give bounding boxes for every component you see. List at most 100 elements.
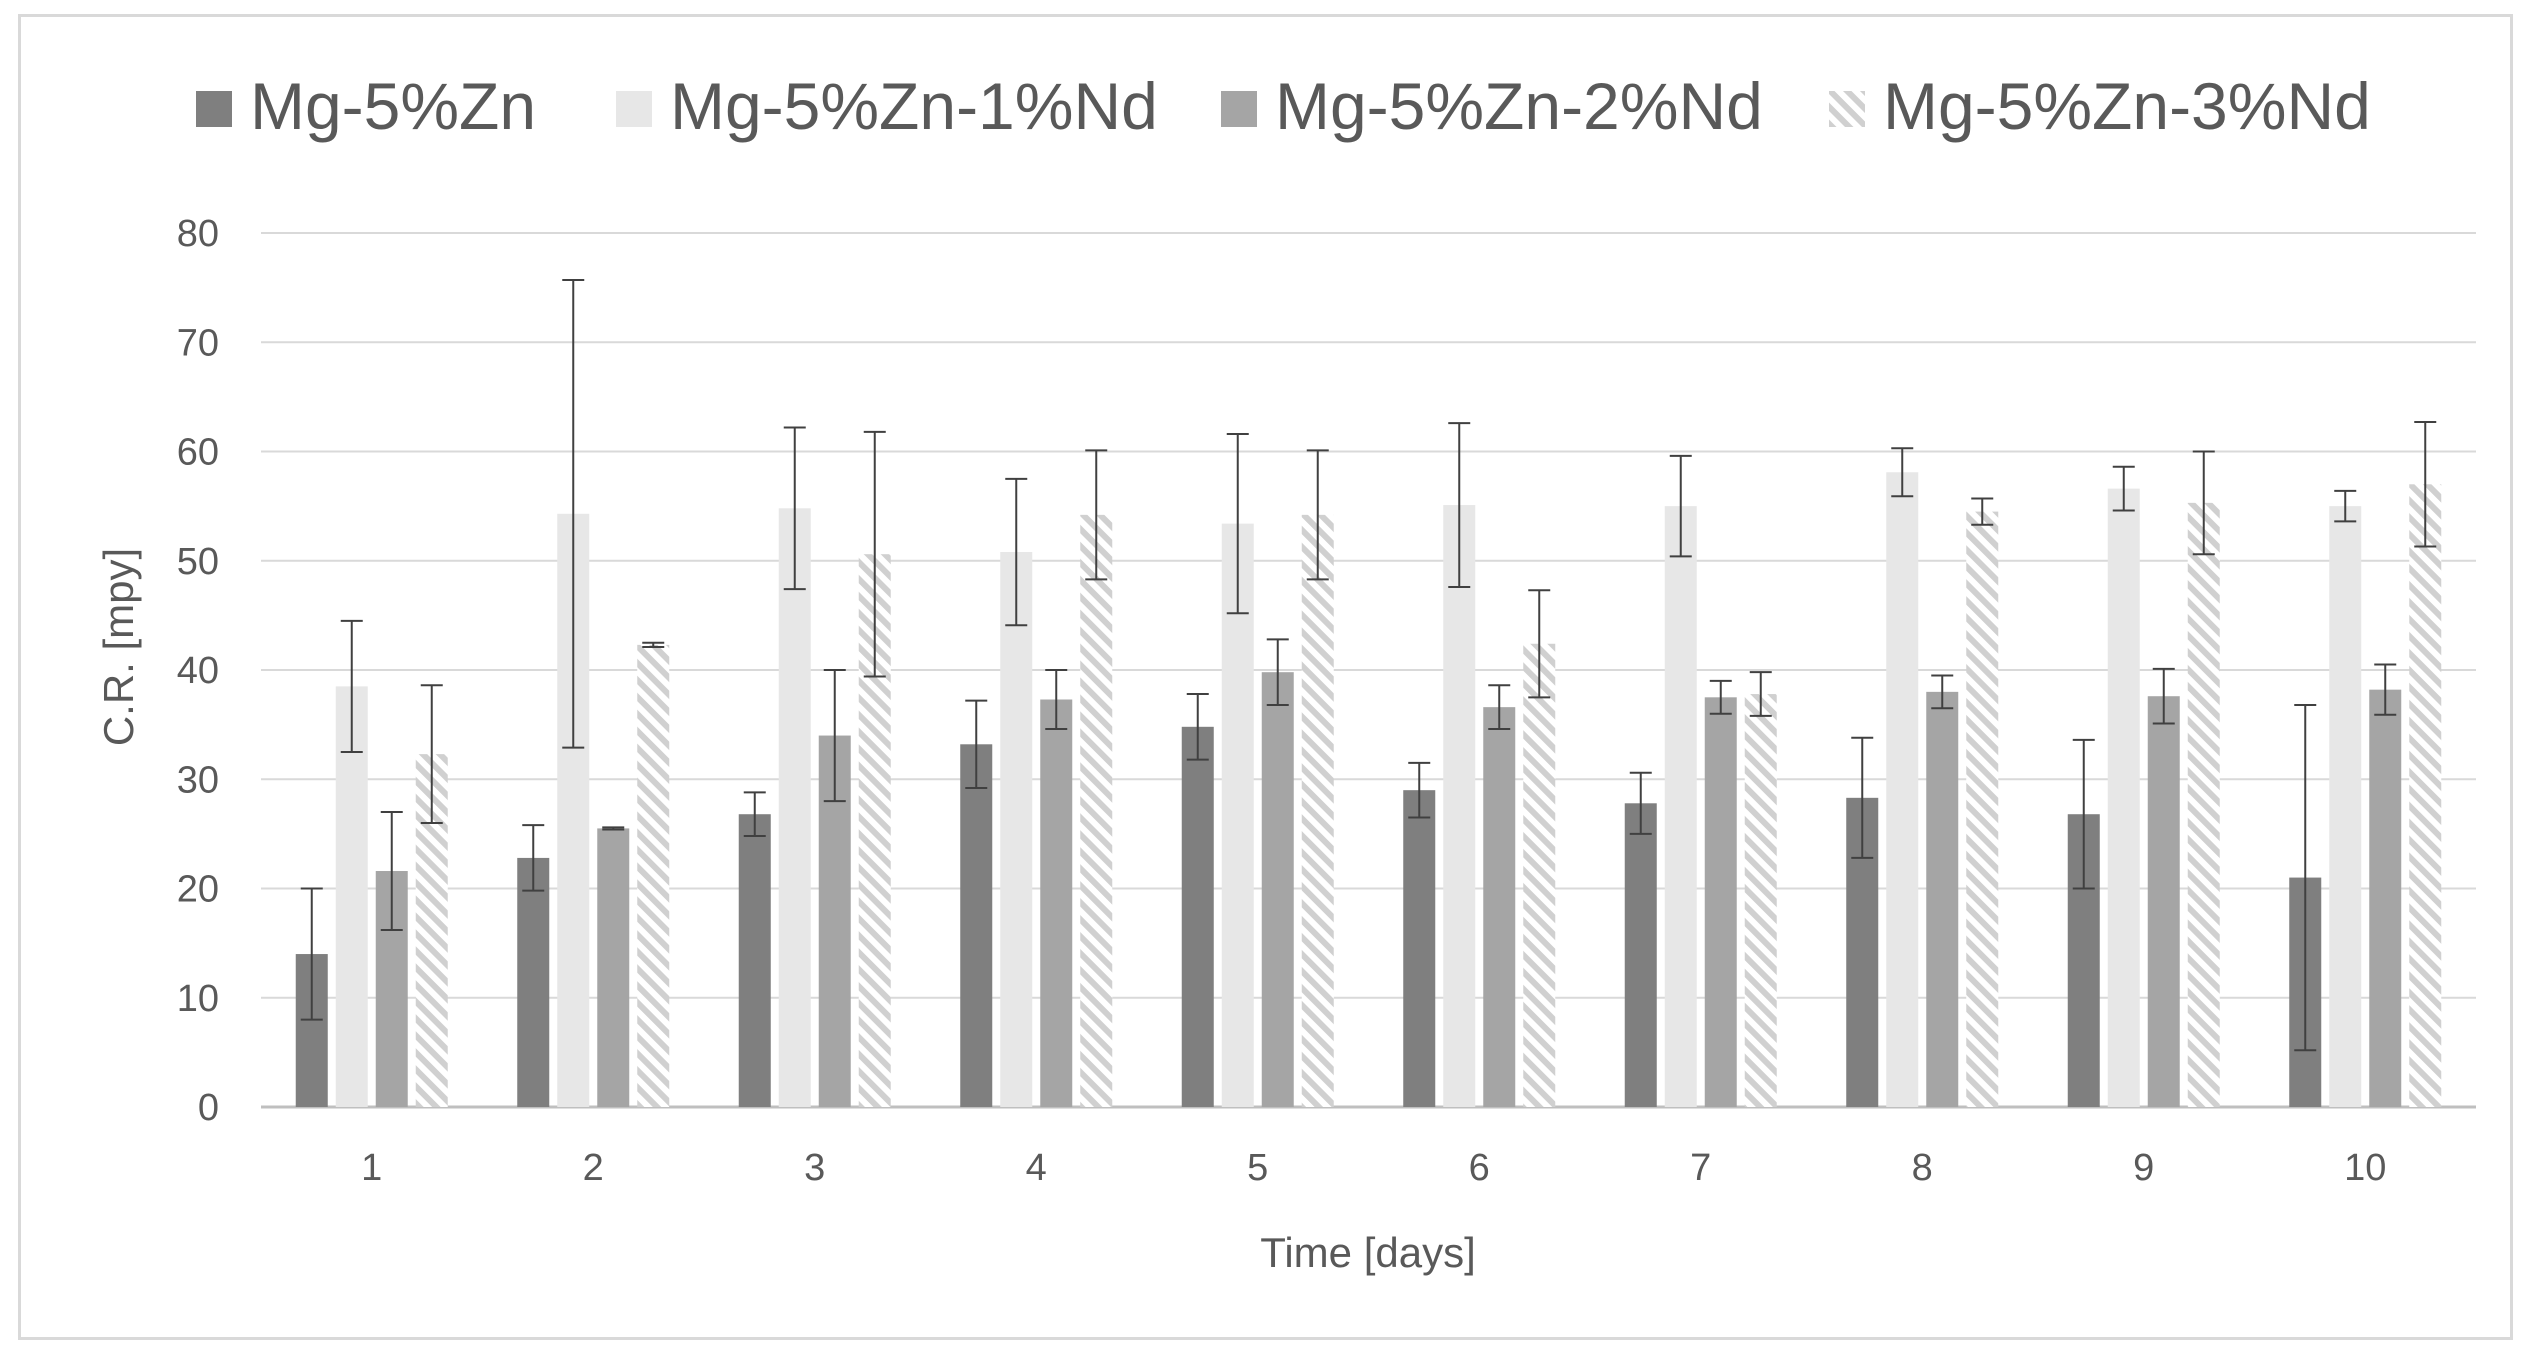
bar-Mg-5%Zn-day-2	[517, 857, 550, 1107]
error-bar-Mg-5%Zn-day-7	[1629, 771, 1652, 835]
bar-Mg-5%Zn-2%Nd-day-7	[1704, 697, 1737, 1107]
y-tick-label-70: 70	[177, 322, 219, 364]
x-axis-ticks: 1 2 3 4 5 6 7 8 9 10	[361, 1147, 2386, 1189]
bar-Mg-5%Zn-1%Nd-day-10	[2329, 506, 2362, 1107]
bar-Mg-5%Zn-2%Nd-day-5	[1261, 672, 1294, 1107]
x-tick-label-1: 1	[361, 1147, 382, 1189]
error-bar-Mg-5%Zn-1%Nd-day-7	[1669, 454, 1692, 558]
bar-Mg-5%Zn-1%Nd-day-6	[1443, 505, 1476, 1108]
error-bar-Mg-5%Zn-1%Nd-day-5	[1226, 433, 1249, 615]
legend-swatch-Mg-5%Zn-3%Nd	[1829, 91, 1865, 127]
x-tick-label-9: 9	[2133, 1147, 2154, 1189]
bar-Mg-5%Zn-day-5	[1181, 726, 1214, 1107]
bar-Mg-5%Zn-day-4	[960, 744, 993, 1107]
bar-Mg-5%Zn-2%Nd-day-4	[1040, 699, 1073, 1107]
legend-swatch-Mg-5%Zn-2%Nd	[1221, 91, 1257, 127]
bar-Mg-5%Zn-1%Nd-day-8	[1886, 472, 1919, 1107]
legend-label-Mg-5%Zn: Mg-5%Zn	[250, 69, 536, 143]
bar-Mg-5%Zn-2%Nd-day-2	[597, 828, 630, 1107]
bar-Mg-5%Zn-3%Nd-day-5	[1301, 514, 1334, 1107]
error-bar-Mg-5%Zn-3%Nd-day-1	[420, 684, 443, 824]
error-bar-Mg-5%Zn-1%Nd-day-10	[2334, 489, 2357, 523]
error-bar-Mg-5%Zn-1%Nd-day-4	[1005, 477, 1028, 627]
error-bar-Mg-5%Zn-3%Nd-day-7	[1749, 671, 1772, 717]
bar-Mg-5%Zn-2%Nd-day-8	[1926, 691, 1959, 1107]
error-bar-Mg-5%Zn-3%Nd-day-3	[863, 430, 886, 678]
bar-Mg-5%Zn-day-7	[1624, 803, 1657, 1107]
error-bar-Mg-5%Zn-day-10	[2294, 703, 2317, 1052]
error-bar-Mg-5%Zn-2%Nd-day-2	[602, 826, 625, 831]
error-bar-Mg-5%Zn-2%Nd-day-4	[1045, 669, 1068, 730]
error-bar-Mg-5%Zn-2%Nd-day-10	[2374, 663, 2397, 716]
x-axis-title: Time [days]	[1260, 1229, 1476, 1276]
error-bar-Mg-5%Zn-day-3	[743, 791, 766, 838]
error-bar-Mg-5%Zn-3%Nd-day-4	[1085, 449, 1108, 581]
x-tick-label-2: 2	[583, 1147, 604, 1189]
error-bars	[300, 278, 2437, 1052]
error-bar-Mg-5%Zn-day-1	[300, 887, 323, 1021]
error-bar-Mg-5%Zn-2%Nd-day-1	[380, 811, 403, 932]
bar-Mg-5%Zn-1%Nd-day-1	[335, 686, 368, 1107]
bar-Mg-5%Zn-3%Nd-day-7	[1744, 694, 1777, 1107]
bar-Mg-5%Zn-1%Nd-day-9	[2107, 488, 2140, 1107]
x-tick-label-3: 3	[804, 1147, 825, 1189]
corrosion-rate-chart: Mg-5%Zn Mg-5%Zn-1%Nd Mg-5%Zn-2%Nd Mg-5%Zn-3…	[95, 69, 2476, 1276]
error-bar-Mg-5%Zn-1%Nd-day-6	[1448, 422, 1471, 588]
error-bar-Mg-5%Zn-1%Nd-day-8	[1891, 447, 1914, 498]
error-bar-Mg-5%Zn-2%Nd-day-6	[1488, 684, 1511, 730]
error-bar-Mg-5%Zn-day-5	[1186, 693, 1209, 761]
error-bar-Mg-5%Zn-2%Nd-day-5	[1266, 638, 1289, 706]
y-tick-label-40: 40	[177, 650, 219, 692]
y-tick-label-80: 80	[177, 213, 219, 255]
legend-label-Mg-5%Zn-2%Nd: Mg-5%Zn-2%Nd	[1275, 69, 1763, 143]
error-bar-Mg-5%Zn-3%Nd-day-8	[1971, 497, 1994, 526]
error-bar-Mg-5%Zn-3%Nd-day-5	[1306, 449, 1329, 581]
y-tick-label-10: 10	[177, 978, 219, 1020]
gridlines	[261, 232, 2476, 1109]
x-tick-label-10: 10	[2344, 1147, 2386, 1189]
legend-swatch-Mg-5%Zn	[196, 91, 232, 127]
y-tick-label-50: 50	[177, 541, 219, 583]
y-tick-label-20: 20	[177, 869, 219, 911]
bar-Mg-5%Zn-1%Nd-day-5	[1221, 523, 1254, 1107]
x-tick-label-6: 6	[1469, 1147, 1490, 1189]
y-tick-label-0: 0	[198, 1087, 219, 1129]
error-bar-Mg-5%Zn-day-9	[2072, 738, 2095, 890]
legend-item-Mg-5%Zn-3%Nd: Mg-5%Zn-3%Nd	[1829, 69, 2371, 143]
error-bar-Mg-5%Zn-1%Nd-day-3	[783, 426, 806, 591]
error-bar-Mg-5%Zn-1%Nd-day-1	[340, 619, 363, 753]
bar-Mg-5%Zn-1%Nd-day-4	[1000, 552, 1033, 1107]
y-tick-label-30: 30	[177, 759, 219, 801]
legend-label-Mg-5%Zn-1%Nd: Mg-5%Zn-1%Nd	[670, 69, 1158, 143]
error-bar-Mg-5%Zn-2%Nd-day-8	[1931, 674, 1954, 710]
error-bar-Mg-5%Zn-1%Nd-day-2	[562, 278, 585, 749]
x-tick-label-5: 5	[1247, 1147, 1268, 1189]
bar-Mg-5%Zn-2%Nd-day-9	[2147, 696, 2180, 1107]
error-bar-Mg-5%Zn-day-8	[1851, 736, 1874, 859]
legend: Mg-5%Zn Mg-5%Zn-1%Nd Mg-5%Zn-2%Nd Mg-5%Zn-3…	[196, 69, 2371, 143]
x-tick-label-7: 7	[1690, 1147, 1711, 1189]
error-bar-Mg-5%Zn-day-2	[522, 824, 545, 892]
error-bar-Mg-5%Zn-3%Nd-day-6	[1528, 589, 1551, 699]
error-bar-Mg-5%Zn-3%Nd-day-9	[2192, 450, 2215, 556]
error-bar-Mg-5%Zn-3%Nd-day-10	[2414, 421, 2437, 548]
bar-Mg-5%Zn-2%Nd-day-10	[2369, 689, 2402, 1107]
legend-item-Mg-5%Zn-2%Nd: Mg-5%Zn-2%Nd	[1221, 69, 1763, 143]
error-bar-Mg-5%Zn-1%Nd-day-9	[2112, 465, 2135, 512]
bar-Mg-5%Zn-3%Nd-day-6	[1523, 643, 1556, 1107]
bar-Mg-5%Zn-3%Nd-day-10	[2409, 484, 2442, 1107]
error-bar-Mg-5%Zn-2%Nd-day-9	[2152, 667, 2175, 725]
x-tick-label-4: 4	[1026, 1147, 1047, 1189]
y-tick-label-60: 60	[177, 432, 219, 474]
legend-item-Mg-5%Zn: Mg-5%Zn	[196, 69, 536, 143]
bar-Mg-5%Zn-1%Nd-day-7	[1664, 506, 1697, 1107]
bar-Mg-5%Zn-day-3	[738, 814, 771, 1107]
bar-Mg-5%Zn-3%Nd-day-2	[637, 644, 670, 1107]
y-axis-title: C.R. [mpy]	[95, 548, 142, 746]
error-bar-Mg-5%Zn-2%Nd-day-7	[1709, 679, 1732, 715]
bar-Mg-5%Zn-1%Nd-day-3	[778, 508, 811, 1107]
x-tick-label-8: 8	[1912, 1147, 1933, 1189]
y-axis-ticks: 0 10 20 30 40 50 60 70 80	[177, 213, 219, 1129]
error-bar-Mg-5%Zn-day-6	[1408, 761, 1431, 819]
bar-Mg-5%Zn-3%Nd-day-4	[1080, 514, 1113, 1107]
